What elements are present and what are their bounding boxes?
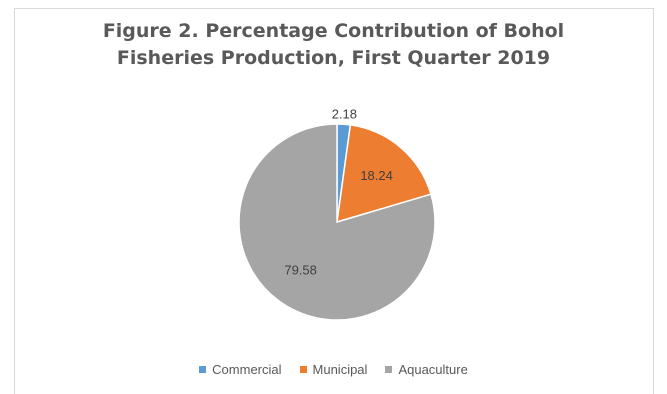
pie-data-labels: 2.18 18.24 79.58: [284, 106, 393, 277]
legend-swatch-municipal: [299, 366, 307, 373]
chart-title-line-2: Fisheries Production, First Quarter 2019: [116, 47, 551, 69]
chart-title-line-1: Figure 2. Percentage Contribution of Boh…: [102, 20, 565, 42]
legend-swatch-commercial: [199, 366, 207, 373]
legend-label-commercial: Commercial: [212, 362, 282, 377]
data-label-aquaculture: 79.58: [284, 263, 317, 278]
legend-swatch-aquaculture: [385, 366, 393, 373]
chart-area: [14, 8, 654, 394]
data-label-municipal: 18.24: [360, 168, 393, 183]
legend: Commercial Municipal Aquaculture: [0, 362, 667, 377]
pie-slices: [238, 123, 436, 321]
legend-item-municipal: Municipal: [299, 362, 368, 377]
legend-label-aquaculture: Aquaculture: [398, 362, 468, 377]
legend-label-municipal: Municipal: [312, 362, 368, 377]
pie-slice-aquaculture: [238, 123, 436, 321]
legend-item-aquaculture: Aquaculture: [385, 362, 468, 377]
legend-item-commercial: Commercial: [199, 362, 282, 377]
chart-title: Figure 2. Percentage Contribution of Boh…: [0, 18, 667, 72]
data-label-commercial: 2.18: [332, 106, 357, 121]
pie-slice-municipal: [336, 124, 432, 224]
